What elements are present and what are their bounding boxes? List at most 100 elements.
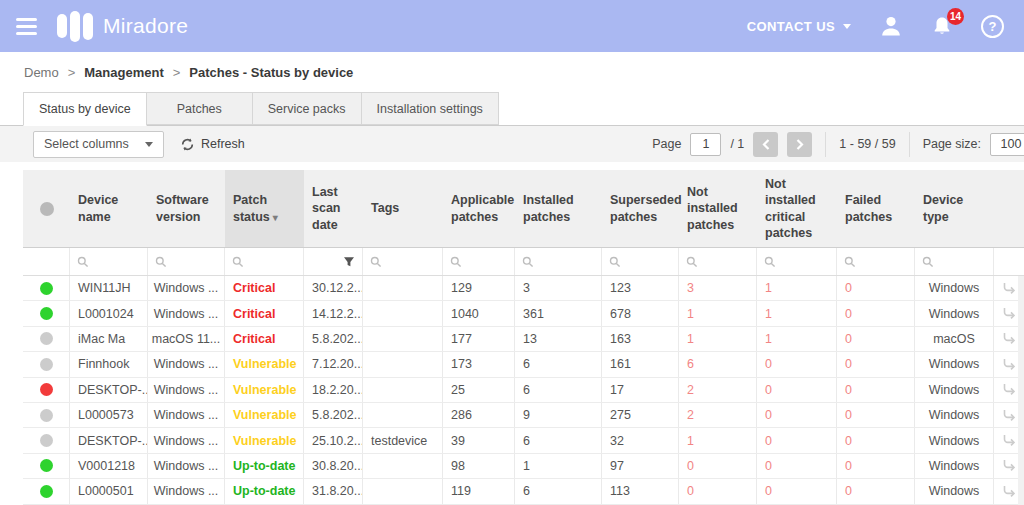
open-device-link[interactable]	[1002, 358, 1016, 371]
cell-patch_status: Vulnerable	[225, 378, 304, 402]
column-header-status-dot[interactable]	[23, 170, 70, 247]
column-header-not_installed_critical[interactable]: Not installed critical patches	[757, 170, 837, 247]
cell-patch_status: Vulnerable	[225, 352, 304, 376]
cell-tags	[363, 479, 443, 503]
page-total: / 1	[730, 137, 744, 151]
column-header-patch_status[interactable]: Patch status▾	[225, 170, 304, 247]
column-header-device_name[interactable]: Device name	[70, 170, 148, 247]
previous-page-button[interactable]	[753, 132, 778, 157]
notifications-button[interactable]: 14	[931, 15, 953, 38]
sort-descending-icon: ▾	[273, 212, 278, 223]
page-size-input[interactable]	[990, 133, 1024, 156]
tab-service-packs[interactable]: Service packs	[253, 92, 362, 125]
cell-installed: 1	[515, 454, 602, 478]
filter-input-device_type[interactable]	[915, 248, 994, 275]
open-device-icon	[1002, 434, 1016, 447]
filter-input-tags[interactable]	[363, 248, 443, 275]
tab-status-by-device[interactable]: Status by device	[23, 92, 147, 126]
hamburger-menu-icon[interactable]	[10, 12, 43, 41]
column-header-installed[interactable]: Installed patches	[515, 170, 602, 247]
column-header-device_type[interactable]: Device type	[915, 170, 994, 247]
contact-us-menu[interactable]: CONTACT US	[747, 19, 851, 34]
page-size-label: Page size:	[923, 137, 981, 151]
divider	[825, 132, 826, 157]
filter-input-superseded[interactable]	[602, 248, 679, 275]
cell-not_installed_critical: 1	[757, 327, 837, 351]
notification-badge: 14	[947, 8, 964, 25]
tab-patches[interactable]: Patches	[147, 92, 253, 125]
search-icon	[370, 256, 382, 268]
cell-applicable: 98	[443, 454, 515, 478]
miradore-logo-icon[interactable]	[57, 11, 93, 42]
breadcrumb-demo[interactable]: Demo	[24, 65, 59, 80]
chevron-left-icon	[762, 139, 770, 150]
cell-tags	[363, 352, 443, 376]
cell-tags	[363, 403, 443, 427]
open-device-link[interactable]	[1002, 307, 1016, 320]
column-header-not_installed[interactable]: Not installed patches	[679, 170, 757, 247]
cell-not_installed_critical: 0	[757, 403, 837, 427]
cell-last_scan: 31.8.20...	[304, 479, 363, 503]
cell-superseded: 275	[602, 403, 679, 427]
cell-not_installed: 2	[679, 378, 757, 402]
filter-input-not_installed_critical[interactable]	[757, 248, 837, 275]
search-icon	[232, 256, 244, 268]
filter-input-applicable[interactable]	[443, 248, 515, 275]
tab-bar: Status by devicePatchesService packsInst…	[0, 92, 1024, 126]
open-device-link[interactable]	[1002, 434, 1016, 447]
column-header-superseded[interactable]: Superseded patches	[602, 170, 679, 247]
filter-input-failed[interactable]	[837, 248, 915, 275]
filter-input-device_name[interactable]	[70, 248, 148, 275]
filter-row	[23, 247, 1024, 276]
open-device-link[interactable]	[1002, 485, 1016, 498]
open-device-icon	[1002, 358, 1016, 371]
refresh-button[interactable]: Refresh	[181, 137, 245, 151]
cell-status	[23, 479, 70, 503]
open-device-link[interactable]	[1002, 282, 1016, 295]
search-icon	[450, 256, 462, 268]
cell-tags	[363, 276, 443, 300]
column-header-label: Not installed critical patches	[765, 176, 829, 242]
open-device-link[interactable]	[1002, 409, 1016, 422]
select-columns-dropdown[interactable]: Select columns	[33, 131, 164, 158]
search-icon	[764, 256, 776, 268]
open-device-link[interactable]	[1002, 383, 1016, 396]
vertical-scrollbar[interactable]	[1018, 276, 1024, 505]
breadcrumb-management[interactable]: Management	[84, 65, 163, 80]
cell-status	[23, 403, 70, 427]
device-status-dot	[40, 332, 53, 345]
user-account-button[interactable]	[879, 14, 903, 38]
cell-applicable: 39	[443, 428, 515, 452]
device-status-dot	[40, 383, 53, 396]
column-header-software_version[interactable]: Software version	[148, 170, 225, 247]
help-button[interactable]: ?	[981, 15, 1004, 38]
device-status-dot	[40, 358, 53, 371]
cell-device_name: DESKTOP-...	[70, 378, 148, 402]
open-device-link[interactable]	[1002, 459, 1016, 472]
column-header-failed[interactable]: Failed patches	[837, 170, 915, 247]
filter-input-installed[interactable]	[515, 248, 602, 275]
cell-last_scan: 30.8.20...	[304, 454, 363, 478]
question-mark-icon: ?	[989, 19, 997, 34]
column-header-tags[interactable]: Tags	[363, 170, 443, 247]
column-header-applicable[interactable]: Applicable patches	[443, 170, 515, 247]
tab-installation-settings[interactable]: Installation settings	[362, 92, 499, 125]
cell-status	[23, 327, 70, 351]
filter-input-software_version[interactable]	[148, 248, 225, 275]
filter-input-last_scan[interactable]	[304, 248, 363, 275]
cell-installed: 6	[515, 479, 602, 503]
table-row: V0001218Windows ...Up-to-date30.8.20...9…	[23, 454, 1024, 479]
filter-input-patch_status[interactable]	[225, 248, 304, 275]
open-device-link[interactable]	[1002, 332, 1016, 345]
column-header-last_scan[interactable]: Last scan date	[304, 170, 363, 247]
cell-tags: testdevice	[363, 428, 443, 452]
cell-software_version: Windows ...	[148, 352, 225, 376]
filter-input-not_installed[interactable]	[679, 248, 757, 275]
cell-applicable: 129	[443, 276, 515, 300]
cell-patch_status: Up-to-date	[225, 479, 304, 503]
filter-funnel-button[interactable]	[343, 256, 355, 268]
cell-installed: 6	[515, 378, 602, 402]
next-page-button[interactable]	[787, 132, 812, 157]
page-number-input[interactable]	[690, 133, 721, 156]
open-device-icon	[1002, 332, 1016, 345]
